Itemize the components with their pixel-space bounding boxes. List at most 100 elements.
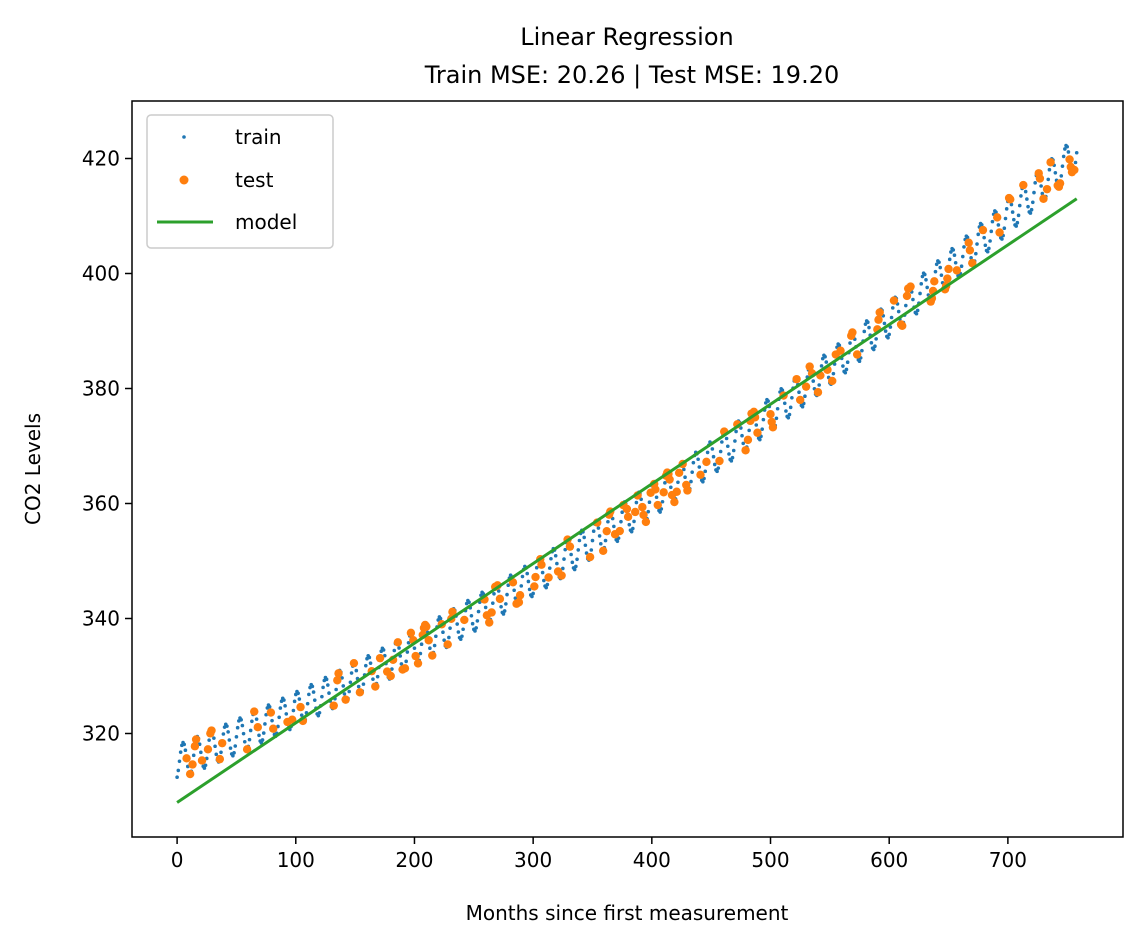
test-point [1055, 179, 1065, 188]
train-point [502, 609, 507, 613]
train-point [734, 429, 738, 434]
train-point [1028, 211, 1033, 215]
train-point [690, 470, 694, 474]
train-point [1023, 189, 1028, 194]
train-point [334, 687, 338, 692]
train-point [282, 698, 286, 702]
test-point [341, 695, 350, 704]
train-point [234, 735, 239, 739]
train-point [574, 564, 578, 569]
chart-title: Linear Regression [520, 23, 734, 51]
test-point [544, 573, 553, 582]
train-point [860, 348, 864, 353]
test-point [537, 560, 546, 569]
test-point [993, 213, 1002, 222]
train-point [631, 526, 635, 531]
train-point [1039, 184, 1043, 188]
train-point [786, 415, 791, 420]
train-point [476, 609, 481, 614]
test-point [530, 582, 539, 591]
test-point [964, 238, 973, 247]
y-tick-label: 340 [82, 607, 120, 631]
test-point [269, 724, 278, 733]
test-point [801, 382, 811, 391]
test-point [514, 598, 524, 607]
train-point [660, 499, 665, 504]
train-point [883, 329, 888, 333]
test-point [715, 456, 724, 466]
train-point [819, 364, 824, 368]
legend-train-label: train [235, 125, 282, 149]
train-point [760, 427, 764, 431]
test-point [674, 468, 684, 478]
train-point [733, 439, 737, 443]
train-point [527, 587, 532, 592]
test-point [874, 315, 883, 324]
train-point [248, 728, 253, 733]
train-point [947, 257, 952, 262]
train-point [887, 332, 891, 337]
test-point [898, 321, 907, 330]
train-point [663, 481, 667, 485]
train-point [886, 335, 890, 340]
train-point [327, 691, 331, 695]
train-point [530, 594, 534, 599]
train-point [212, 736, 216, 740]
train-point [599, 541, 603, 546]
train-point [183, 748, 188, 752]
train-point [787, 412, 792, 417]
train-point [989, 229, 994, 234]
test-point [411, 651, 420, 661]
test-point [422, 622, 431, 631]
train-point [555, 561, 559, 566]
y-tick-label: 380 [82, 377, 120, 401]
test-point [978, 225, 988, 235]
train-point [975, 242, 979, 246]
train-point [1009, 202, 1014, 207]
train-point [441, 630, 445, 635]
test-point [207, 726, 216, 735]
train-point [775, 406, 780, 411]
test-point [623, 512, 633, 522]
train-point [177, 759, 182, 764]
y-axis-ticks: 320 340 360 380 400 420 [82, 147, 132, 746]
train-point [228, 746, 233, 750]
train-point [239, 718, 243, 722]
train-point [848, 341, 852, 345]
test-point [182, 754, 191, 763]
train-point [918, 291, 922, 296]
train-point [824, 360, 829, 364]
test-point [743, 435, 753, 445]
test-point [902, 291, 912, 301]
train-point [724, 436, 729, 441]
train-point [526, 579, 531, 584]
test-point [944, 264, 953, 274]
train-point [774, 416, 779, 421]
train-point [682, 467, 686, 472]
test-point [965, 246, 975, 255]
test-point [875, 308, 884, 317]
train-point [1047, 167, 1052, 172]
train-point [473, 629, 477, 633]
train-point [455, 622, 459, 626]
train-point [831, 371, 836, 376]
train-point [232, 751, 236, 755]
train-point [1066, 150, 1071, 154]
train-point [317, 710, 322, 715]
train-point [412, 646, 417, 650]
train-point [937, 260, 941, 265]
test-point [218, 738, 227, 748]
test-point [288, 715, 297, 724]
train-point [1012, 217, 1016, 222]
test-point [670, 497, 679, 507]
train-point [974, 251, 978, 256]
train-point [491, 601, 495, 605]
test-point [906, 282, 915, 291]
train-point [952, 253, 957, 257]
train-point [504, 602, 508, 606]
train-point [591, 529, 596, 533]
test-point [355, 688, 365, 697]
train-point [766, 399, 770, 403]
train-point [914, 311, 919, 316]
test-point [371, 682, 380, 691]
